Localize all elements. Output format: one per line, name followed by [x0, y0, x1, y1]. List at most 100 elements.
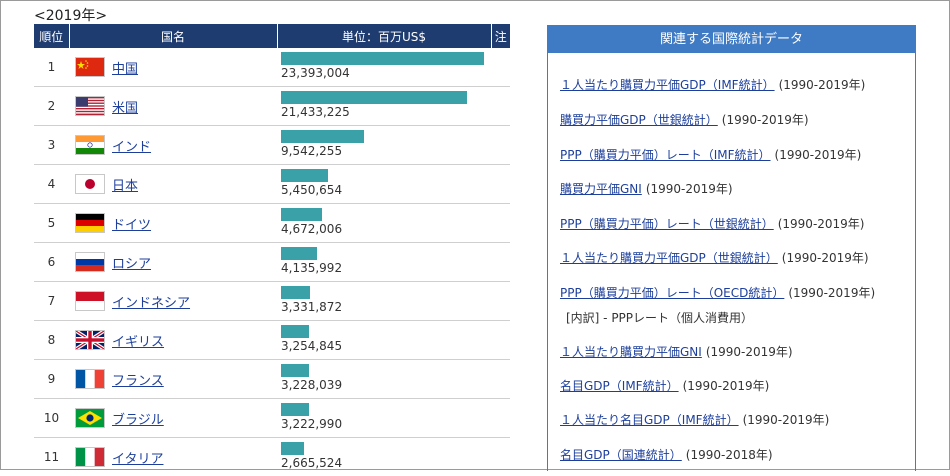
country-link[interactable]: ブラジル [112, 413, 164, 428]
header-unit: 単位：百万US$ [277, 24, 491, 48]
rank-cell: 9 [34, 360, 69, 399]
value-cell: 3,331,872 [277, 282, 491, 321]
country-link[interactable]: イギリス [112, 335, 164, 350]
country-cell: ブラジル [69, 399, 277, 438]
value-bar [281, 286, 310, 299]
country-cell: 中国 [69, 48, 277, 87]
related-stat-link[interactable]: １人当たり購買力平価GDP（IMF統計） [560, 78, 775, 92]
country-link[interactable]: 米国 [112, 101, 138, 116]
header-country: 国名 [69, 24, 277, 48]
country-link[interactable]: ドイツ [112, 218, 151, 233]
value-cell: 4,672,006 [277, 204, 491, 243]
value-text: 23,393,004 [281, 66, 491, 80]
related-stat-link[interactable]: １人当たり購買力平価GNI [560, 345, 702, 359]
value-cell: 9,542,255 [277, 126, 491, 165]
country-link[interactable]: インドネシア [112, 296, 190, 311]
value-cell: 23,393,004 [277, 48, 491, 87]
value-bar [281, 91, 467, 104]
note-cell [491, 165, 510, 204]
value-text: 4,672,006 [281, 222, 491, 236]
country-link[interactable]: ロシア [112, 257, 151, 272]
country-cell: フランス [69, 360, 277, 399]
country-link[interactable]: 日本 [112, 179, 138, 194]
related-stat-period: (1990-2019年) [779, 78, 866, 92]
country-cell: イタリア [69, 438, 277, 476]
related-stat-item: PPP（購買力平価）レート（世銀統計）(1990-2019年) [560, 215, 865, 232]
indonesia-flag-icon [75, 291, 105, 311]
value-text: 3,228,039 [281, 378, 491, 392]
related-stat-item: 名目GDP（国連統計）(1990-2018年) [560, 446, 773, 463]
china-flag-icon [75, 57, 105, 77]
rank-cell: 5 [34, 204, 69, 243]
related-stat-link[interactable]: PPP（購買力平価）レート（IMF統計） [560, 148, 771, 162]
value-text: 21,433,225 [281, 105, 491, 119]
value-cell: 3,228,039 [277, 360, 491, 399]
related-stat-period: (1990-2019年) [775, 148, 862, 162]
related-stat-link[interactable]: 購買力平価GNI [560, 182, 642, 196]
related-stat-item: 購買力平価GNI(1990-2019年) [560, 180, 733, 197]
table-row: 10 ブラジル 3,222,990 [34, 399, 510, 438]
related-stat-item: 名目GDP（IMF統計）(1990-2019年) [560, 377, 769, 394]
related-stat-link[interactable]: PPP（購買力平価）レート（OECD統計） [560, 286, 784, 300]
usa-flag-icon [75, 96, 105, 116]
related-stats-header: 関連する国際統計データ [548, 26, 915, 53]
value-text: 3,254,845 [281, 339, 491, 353]
france-flag-icon [75, 369, 105, 389]
india-flag-icon [75, 135, 105, 155]
related-stat-link[interactable]: 購買力平価GDP（世銀統計） [560, 113, 718, 127]
uk-flag-icon [75, 330, 105, 350]
italy-flag-icon [75, 447, 105, 467]
related-stat-item: PPP（購買力平価）レート（OECD統計）(1990-2019年) [560, 284, 875, 301]
related-stat-link[interactable]: １人当たり名目GDP（IMF統計） [560, 413, 739, 427]
country-link[interactable]: インド [112, 140, 151, 155]
value-bar [281, 442, 304, 455]
table-row: 5 ドイツ 4,672,006 [34, 204, 510, 243]
country-cell: インドネシア [69, 282, 277, 321]
value-cell: 21,433,225 [277, 87, 491, 126]
related-stat-link[interactable]: １人当たり購買力平価GDP（世銀統計） [560, 251, 778, 265]
rank-cell: 10 [34, 399, 69, 438]
value-bar [281, 403, 309, 416]
value-text: 3,222,990 [281, 417, 491, 431]
rank-cell: 2 [34, 87, 69, 126]
year-title: <2019年> [34, 5, 107, 25]
related-stat-link[interactable]: PPP（購買力平価）レート（世銀統計） [560, 217, 774, 231]
country-cell: 米国 [69, 87, 277, 126]
table-header-row: 順位 国名 単位：百万US$ 注 [34, 24, 510, 48]
germany-flag-icon [75, 213, 105, 233]
country-link[interactable]: フランス [112, 374, 164, 389]
value-cell: 2,665,524 [277, 438, 491, 476]
rank-cell: 7 [34, 282, 69, 321]
country-cell: ドイツ [69, 204, 277, 243]
related-stat-link[interactable]: 名目GDP（国連統計） [560, 448, 682, 462]
value-text: 9,542,255 [281, 144, 491, 158]
country-cell: ロシア [69, 243, 277, 282]
related-stat-item: PPP（購買力平価）レート（IMF統計） (1990-2019年) [560, 146, 861, 163]
header-note: 注 [491, 24, 510, 48]
country-link[interactable]: イタリア [112, 452, 163, 467]
brazil-flag-icon [75, 408, 105, 428]
value-bar [281, 247, 317, 260]
note-cell [491, 87, 510, 126]
value-text: 5,450,654 [281, 183, 491, 197]
related-stat-link[interactable]: 名目GDP（IMF統計） [560, 379, 679, 393]
value-text: 3,331,872 [281, 300, 491, 314]
related-stat-item: １人当たり購買力平価GDP（IMF統計） (1990-2019年) [560, 76, 865, 93]
rank-cell: 3 [34, 126, 69, 165]
country-cell: 日本 [69, 165, 277, 204]
related-stat-period: (1990-2019年) [782, 251, 869, 265]
value-cell: 3,254,845 [277, 321, 491, 360]
table-row: 2 米国 21,433,225 [34, 87, 510, 126]
table-row: 3 インド 9,542,255 [34, 126, 510, 165]
related-stat-item: 購買力平価GDP（世銀統計）(1990-2019年) [560, 111, 809, 128]
note-cell [491, 126, 510, 165]
value-bar [281, 364, 309, 377]
value-text: 2,665,524 [281, 456, 491, 470]
country-link[interactable]: 中国 [112, 62, 138, 77]
country-cell: インド [69, 126, 277, 165]
value-bar [281, 130, 364, 143]
related-stat-item: １人当たり名目GDP（IMF統計）(1990-2019年) [560, 411, 829, 428]
value-bar [281, 169, 328, 182]
